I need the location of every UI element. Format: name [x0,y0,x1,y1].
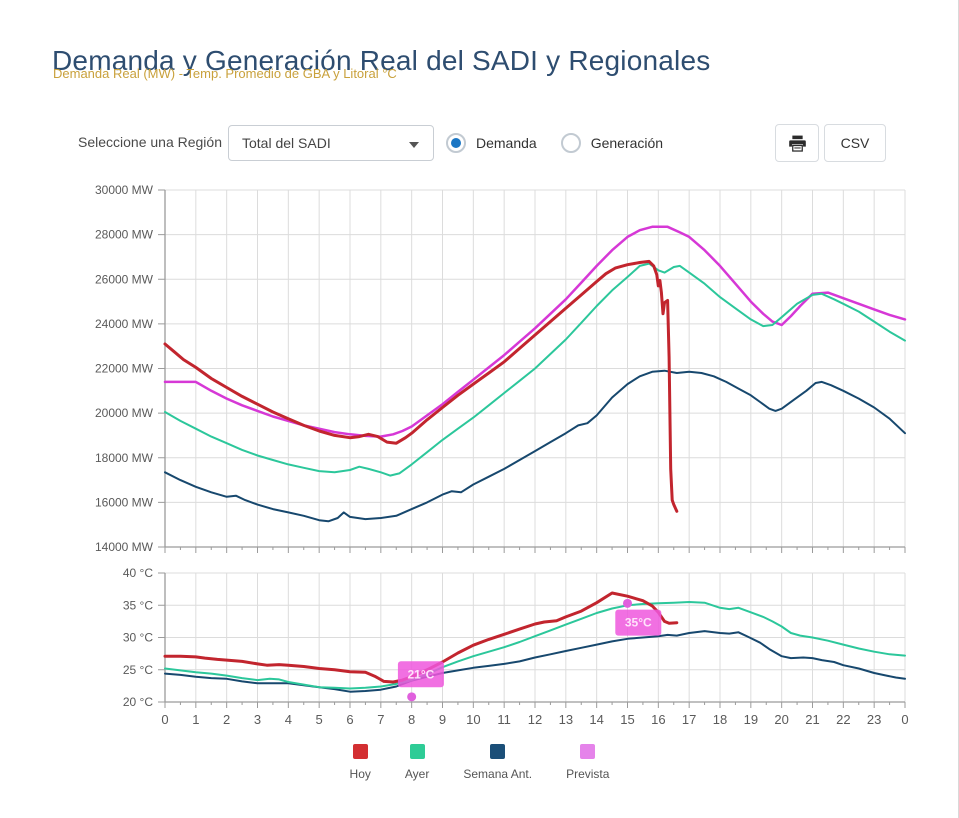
print-button[interactable] [775,124,819,162]
charts: 14000 MW 16000 MW 18000 MW 20000 MW 22000 MW… [95,183,909,727]
x-tick-label: 6 [346,712,353,727]
region-select-label: Seleccione una Región [78,134,222,150]
legend-item-ayer[interactable]: Ayer [405,744,429,781]
y-tick-label: 16000 MW [95,495,154,509]
y-tick-label: 20 °C [123,695,153,709]
scatter-point-prevista [623,598,632,608]
series-ayer [164,262,906,477]
x-tick-label: 0 [161,712,168,727]
annotation-box [397,661,444,688]
legend-item-prevista[interactable]: Prevista [566,744,609,781]
x-tick-label: 12 [528,712,542,727]
series-ayer [164,601,906,690]
chart-demand: 14000 MW 16000 MW 18000 MW 20000 MW 22000 MW… [95,183,907,554]
legend-label: Prevista [566,767,610,781]
x-tick-label: 4 [285,712,292,727]
x-tick-label: 20 [774,712,788,727]
series-semana-ant [164,369,906,523]
y-tick-label: 18000 MW [95,451,154,465]
x-tick-label: 9 [439,712,446,727]
scatter-point-prevista [407,692,417,702]
y-tick-label: 40 °C [123,566,153,580]
y-tick-label: 20000 MW [95,406,154,420]
legend-swatch [352,744,368,759]
x-tick-label: 2 [223,712,230,727]
radio-generacion[interactable] [560,133,581,153]
radio-demanda-label[interactable]: Demanda [476,135,537,151]
legend-swatch [580,744,596,759]
y-tick-label: 30000 MW [95,183,154,197]
chevron-down-icon [409,142,419,148]
x-tick-label: 7 [377,712,384,727]
annotation-label: 21°C [408,667,435,681]
x-tick-label: 17 [682,712,696,727]
csv-button[interactable]: CSV [824,124,886,162]
y-tick-label: 30 °C [123,631,153,645]
csv-button-label: CSV [840,135,870,151]
radio-demanda[interactable] [446,133,466,153]
x-tick-label: 11 [497,712,511,727]
x-tick-label: 13 [559,712,573,727]
annotation-box [615,609,662,636]
x-tick-label: 19 [744,712,758,727]
y-tick-label: 22000 MW [95,362,154,376]
x-tick-label: 1 [192,712,199,727]
legend-item-hoy[interactable]: Hoy [350,744,371,781]
legend-swatch [409,744,425,759]
region-select[interactable]: Total del SADI [228,125,434,161]
x-tick-label: 22 [836,712,850,727]
x-tick-label: 16 [651,712,665,727]
x-tick-label: 10 [466,712,480,727]
y-tick-label: 24000 MW [95,317,154,331]
x-tick-label: 14 [589,712,603,727]
annotation-label: 35°C [625,616,652,630]
x-tick-label: 23 [867,712,881,727]
y-tick-label: 35 °C [123,598,153,612]
chart-temperature: 20 °C25 °C30 °C35 °C40 °C0 1 2 3 4 5 6 7 8 9 10 11 1… [123,566,909,727]
x-tick-label: 5 [316,712,323,727]
series-hoy [163,259,679,513]
legend-label: Hoy [349,767,371,781]
page-subtitle: Demanda Real (MW) - Temp. Promedio de GB… [53,66,397,81]
y-tick-label: 26000 MW [95,272,154,286]
legend-item-semana-ant[interactable]: Semana Ant. [463,744,532,781]
y-tick-label: 25 °C [123,663,153,677]
legend-swatch [490,744,506,759]
page-title: Demanda y Generación Real del SADI y Reg… [52,44,711,76]
x-tick-label: 21 [805,712,819,727]
radio-generacion-label[interactable]: Generación [590,135,664,151]
x-tick-label: 0 [901,712,908,727]
controls-bar: Seleccione una Región Total del SADI Dem… [0,124,959,164]
x-tick-label: 8 [408,712,415,727]
region-select-value: Total del SADI [242,135,331,151]
y-tick-label: 28000 MW [95,228,154,242]
legend-label: Semana Ant. [463,767,533,781]
chart-legend: Hoy Ayer Semana Ant. Prevista [0,744,959,781]
x-tick-label: 3 [254,712,261,727]
legend-label: Ayer [404,767,430,781]
mode-radio-group: Demanda Generación [446,124,677,162]
x-tick-label: 15 [620,712,634,727]
x-tick-label: 18 [713,712,727,727]
y-tick-label: 14000 MW [95,540,154,554]
printer-icon [788,135,806,152]
